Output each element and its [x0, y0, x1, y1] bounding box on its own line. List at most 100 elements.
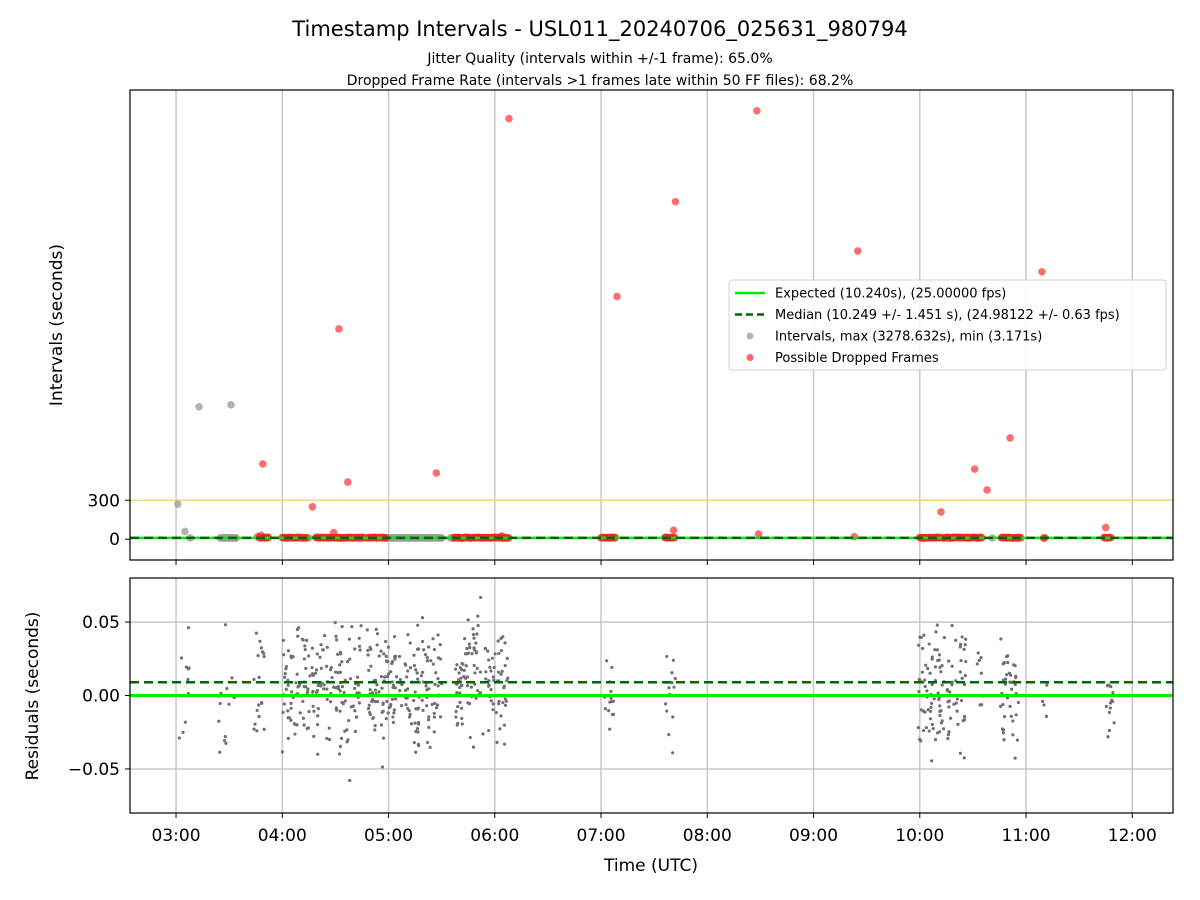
residual-point — [283, 671, 287, 676]
residual-point — [950, 623, 954, 628]
residual-point — [386, 660, 390, 664]
residual-point — [355, 715, 359, 719]
residual-point — [483, 646, 488, 651]
residual-point — [930, 682, 934, 687]
residual-point — [1005, 696, 1010, 700]
residual-point — [289, 718, 293, 723]
dropped-frame-point — [329, 528, 338, 537]
residual-point — [328, 668, 333, 672]
residual-point — [926, 708, 930, 712]
residual-point — [348, 778, 352, 783]
residual-point — [262, 651, 266, 655]
residual-point — [459, 683, 464, 687]
residual-point — [431, 637, 435, 641]
residual-point — [416, 623, 420, 627]
residual-point — [468, 645, 472, 650]
residual-point — [467, 642, 471, 646]
residual-point — [930, 722, 935, 727]
residual-point — [948, 716, 953, 720]
residual-point — [499, 637, 503, 641]
residual-point — [329, 700, 333, 704]
residual-point — [179, 656, 184, 660]
residual-point — [230, 676, 234, 680]
residual-point — [183, 720, 187, 724]
residual-point — [319, 684, 323, 688]
residual-point — [955, 709, 959, 713]
residual-point — [490, 656, 494, 660]
residual-point — [963, 674, 967, 678]
residual-point — [603, 707, 607, 711]
residual-point — [322, 633, 327, 638]
residual-point — [962, 756, 966, 760]
residual-point — [962, 682, 967, 687]
dropped-frame-point — [1101, 523, 1110, 532]
residual-point — [976, 651, 980, 655]
residual-point — [1012, 663, 1016, 667]
residual-point — [305, 727, 309, 731]
legend-box — [728, 279, 1167, 371]
residual-point — [384, 639, 388, 644]
residual-point — [427, 687, 431, 691]
residual-point — [458, 700, 462, 704]
residual-point — [930, 701, 934, 705]
residual-point — [608, 727, 612, 731]
residual-point — [223, 734, 227, 739]
legend-label: Median (10.249 +/- 1.451 s), (24.98122 +… — [775, 308, 1120, 323]
residual-point — [928, 671, 932, 675]
residual-point — [334, 670, 338, 674]
residual-point — [928, 717, 933, 721]
residual-point — [960, 676, 964, 680]
residual-point — [420, 639, 425, 644]
residual-point — [390, 697, 395, 701]
residual-point — [433, 701, 437, 705]
residual-point — [223, 623, 228, 627]
residual-point — [286, 716, 290, 720]
residual-point — [290, 690, 294, 694]
residual-point — [476, 614, 480, 618]
residual-point — [929, 705, 933, 710]
residual-point — [470, 652, 474, 656]
residual-point — [315, 722, 320, 727]
residual-point — [353, 709, 357, 713]
residual-point — [406, 669, 410, 673]
residual-point — [499, 672, 503, 676]
residual-point — [347, 718, 351, 723]
residual-point — [252, 677, 256, 681]
residual-point — [392, 711, 396, 715]
residual-point — [303, 647, 307, 652]
residual-point — [419, 674, 424, 678]
dropped-frame-point — [613, 292, 621, 301]
residual-point — [334, 706, 338, 710]
residual-point — [416, 677, 420, 681]
residual-point — [962, 717, 967, 722]
residual-point — [471, 627, 475, 631]
dropped-frame-point — [850, 532, 859, 541]
residual-point — [495, 740, 499, 744]
residual-point — [380, 765, 385, 769]
residual-point — [384, 717, 388, 721]
residual-point — [432, 730, 436, 734]
residual-point — [667, 686, 671, 690]
residual-point — [937, 697, 941, 701]
residual-point — [607, 709, 611, 713]
residual-point — [504, 699, 508, 703]
y-tick-label: 0.00 — [82, 687, 120, 707]
residual-point — [398, 678, 403, 682]
residual-point — [283, 675, 287, 679]
residual-point — [225, 686, 229, 691]
residual-point — [312, 734, 316, 738]
residual-point — [924, 725, 929, 730]
residual-point — [347, 637, 351, 641]
residual-point — [672, 685, 676, 689]
residual-point — [343, 699, 347, 703]
residual-point — [322, 683, 326, 687]
residual-point — [665, 709, 669, 713]
residual-point — [946, 736, 950, 741]
residual-point — [377, 690, 381, 694]
residual-point — [952, 702, 956, 706]
residual-point — [609, 689, 613, 693]
residual-point — [933, 648, 937, 652]
residual-point — [472, 636, 476, 640]
residual-point — [304, 666, 308, 670]
residual-point — [348, 677, 353, 681]
